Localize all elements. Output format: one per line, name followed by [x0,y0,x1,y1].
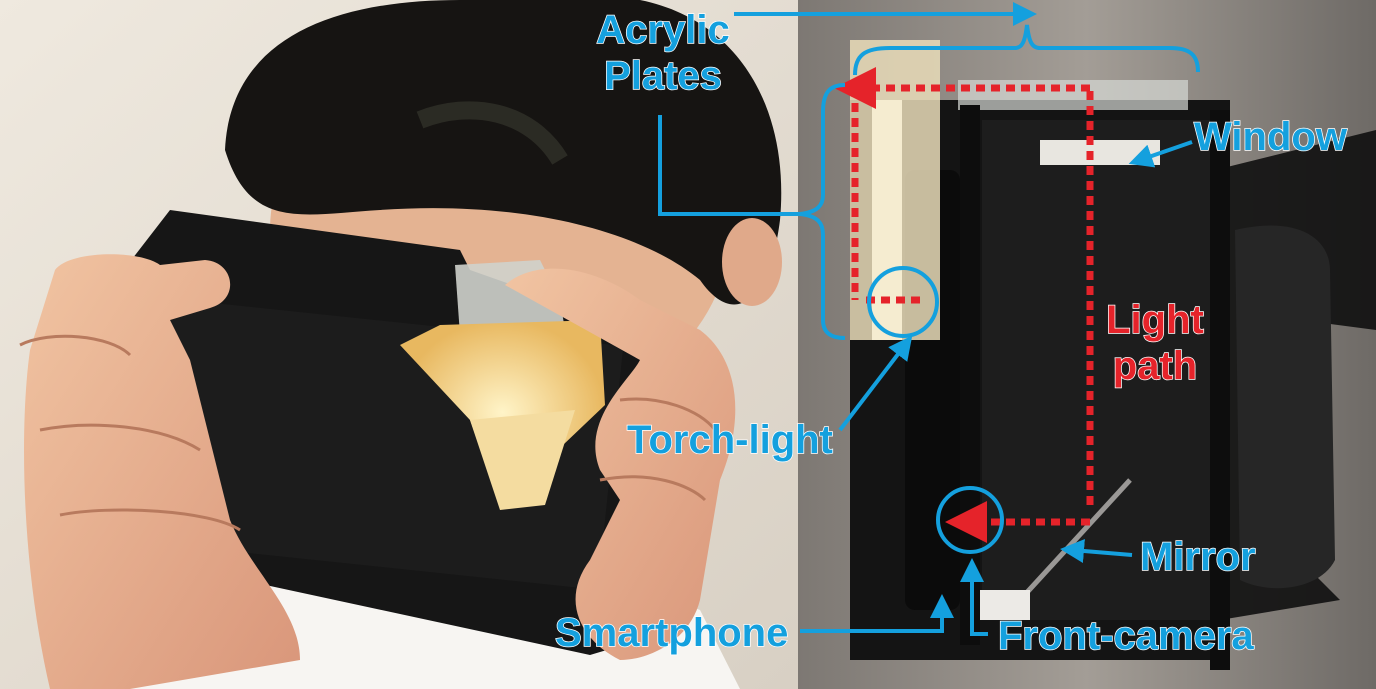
light-path-label: Light path [1100,298,1210,388]
front-camera-marker [936,486,1004,554]
torch-light-label: Torch-light [626,418,833,462]
annotations [658,2,1200,636]
acrylic-plates-line1: Acrylic [596,8,731,52]
acrylic-top-bracket [853,24,1200,76]
light-path-line2: path [1112,344,1198,388]
window-label: Window [1193,115,1347,159]
light-path-line1: Light [1105,298,1204,342]
acrylic-plates-label: Acrylic Plates [588,8,738,98]
mirror-label: Mirror [1139,535,1256,579]
front-camera-label: Front-camera [997,614,1254,658]
acrylic-plates-line2: Plates [603,54,722,98]
smartphone-label: Smartphone [554,611,789,655]
right-photo [798,0,1376,689]
left-photo [0,0,798,689]
